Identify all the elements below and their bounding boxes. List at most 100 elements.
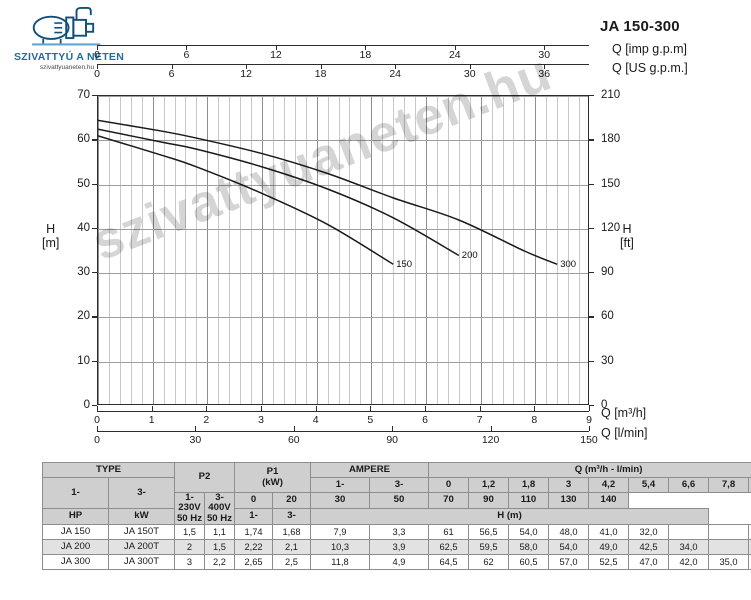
grid-line-vertical (229, 96, 231, 404)
cell-type1: JA 300 (42, 554, 109, 571)
axis-tick-label: 6 (183, 49, 190, 61)
cell-h-0: 64,5 (428, 554, 470, 571)
grid-line-vertical (568, 96, 570, 404)
grid-line-vertical (283, 96, 285, 404)
axis-tick (195, 426, 197, 431)
th-q-lmin-7: 130 (548, 491, 590, 510)
axis-tick (479, 406, 481, 411)
th-p2: P2 (174, 462, 235, 493)
grid-line-horizontal (98, 140, 588, 142)
grid-line-vertical (436, 96, 438, 404)
pump-icon (32, 7, 101, 46)
axis-tick (151, 406, 153, 411)
cell-h-6 (668, 524, 710, 541)
y-axis-tick-label-ft: 150 (601, 177, 621, 190)
cell-type1: JA 200 (42, 539, 109, 556)
table-row: JA 300 JA 300T 3 2,2 2,65 2,5 11,8 4,9 64,5 62 60,… (42, 554, 751, 571)
grid-line-vertical (491, 96, 493, 404)
th-q-m3h-5: 5,4 (628, 477, 670, 493)
axis-tick (454, 45, 456, 50)
header-row-1: TYPE P2 P1 (kW) AMPERE Q (m³/h - l/min) (42, 462, 751, 493)
cell-h-7 (708, 539, 750, 556)
cell-h-3: 54,0 (548, 539, 590, 556)
y-axis-tick-label-ft: 180 (601, 133, 621, 146)
grid-line-vertical (240, 96, 242, 404)
y-axis-tick-m (92, 139, 97, 141)
cell-h-3: 57,0 (548, 554, 590, 571)
cell-type3: JA 200T (108, 539, 175, 556)
grid-line-vertical (174, 96, 176, 404)
th-type-1ph: 1- (42, 476, 109, 510)
th-q-lmin-0: 0 (234, 491, 273, 510)
th-p1: P1 (kW) (234, 462, 311, 493)
th-q-lmin-1: 20 (272, 491, 311, 510)
axis-tick-label: 0 (94, 68, 100, 80)
grid-line-horizontal (98, 96, 588, 97)
performance-chart-plot (97, 95, 589, 405)
curve-150 (98, 135, 394, 265)
axis-line (97, 411, 589, 413)
axis-tick (534, 406, 536, 411)
cell-amp1: 11,8 (310, 554, 370, 571)
axis-tick-label: 36 (538, 68, 551, 80)
axis-tick (171, 64, 173, 69)
page-title: JA 150-300 (600, 18, 680, 35)
axis-tick (97, 426, 98, 431)
cell-amp3: 3,3 (368, 524, 430, 541)
axis-tick-label: 60 (287, 434, 300, 446)
grid-line-vertical (404, 96, 406, 404)
header-row-3: 1- 230V 50 Hz 3- 400V 50 Hz 0 20 30 50 7… (43, 491, 751, 526)
specification-table: TYPE P2 P1 (kW) AMPERE Q (m³/h - l/min) … (42, 462, 751, 571)
axis-tick-label: 4 (312, 414, 319, 426)
grid-line-vertical (338, 96, 340, 404)
y-axis-tick-label-ft: 120 (601, 221, 621, 234)
cell-p1-1: 1,74 (234, 524, 273, 541)
axis-line (97, 64, 589, 66)
axis-tick (206, 406, 208, 411)
cell-p1-1: 2,22 (234, 539, 273, 556)
grid-line-vertical (469, 96, 471, 404)
y-axis-tick-label-m: 40 (77, 221, 90, 234)
grid-line-vertical (251, 96, 253, 404)
th-p1-line1: P1 (266, 466, 279, 478)
cell-kw: 1,5 (204, 539, 235, 556)
cell-h-8: 32,0 (748, 554, 751, 571)
y-axis-tick-ft (589, 183, 594, 185)
y-axis-title-ft: H [ft] (620, 222, 634, 251)
axis-tick (275, 45, 277, 50)
cell-h-5: 42,5 (628, 539, 670, 556)
th-amp-3-l2: 50 Hz (206, 512, 233, 524)
cell-p1-3: 1,68 (272, 524, 311, 541)
grid-line-horizontal (98, 273, 588, 275)
th-p1-3ph: 3- (272, 508, 311, 526)
y-axis-tick-label-ft: 0 (601, 399, 608, 411)
curve-label-200: 200 (461, 250, 478, 262)
axis-tick-label: 0 (94, 434, 100, 446)
y-axis-tick-ft (589, 139, 594, 141)
grid-line-vertical (371, 96, 373, 404)
table-body: JA 150 JA 150T 1,5 1,1 1,74 1,68 7,9 3,3 61 56,5 5… (42, 524, 751, 571)
header-row-2: 1- 3- 1- 3- 0 1,2 1,8 3 4,2 5,4 6,6 7,8 … (42, 476, 751, 510)
axis-tick-label: 18 (314, 68, 327, 80)
grid-line-vertical (130, 96, 132, 404)
y-axis-tick-label-ft: 60 (601, 310, 614, 323)
th-q-m3h-8: 8,4 (748, 477, 751, 493)
axis-title-bottom-lmin: Q [l/min] (601, 426, 648, 440)
axis-tick-label: 8 (531, 414, 538, 426)
cell-h-5: 32,0 (628, 524, 670, 541)
axis-tick-label: 30 (538, 49, 551, 61)
cell-type1: JA 150 (42, 524, 109, 541)
th-amp-3ph-detail: 3- 400V 50 Hz (204, 491, 235, 526)
axis-tick-label: 24 (448, 49, 461, 61)
axis-tick-label: 6 (168, 68, 175, 80)
cell-h-2: 60,5 (508, 554, 550, 571)
curve-layer (98, 119, 558, 265)
cell-p1-1: 2,65 (234, 554, 273, 571)
cell-h-6: 42,0 (668, 554, 710, 571)
axis-tick-label: 150 (580, 434, 598, 446)
bottom-axis-m3h: 0 1 2 3 4 5 6 7 8 9 (94, 406, 592, 427)
cell-kw: 1,1 (204, 524, 235, 541)
axis-tick (490, 426, 492, 431)
grid-line-vertical (415, 96, 417, 404)
axis-tick (589, 426, 590, 431)
